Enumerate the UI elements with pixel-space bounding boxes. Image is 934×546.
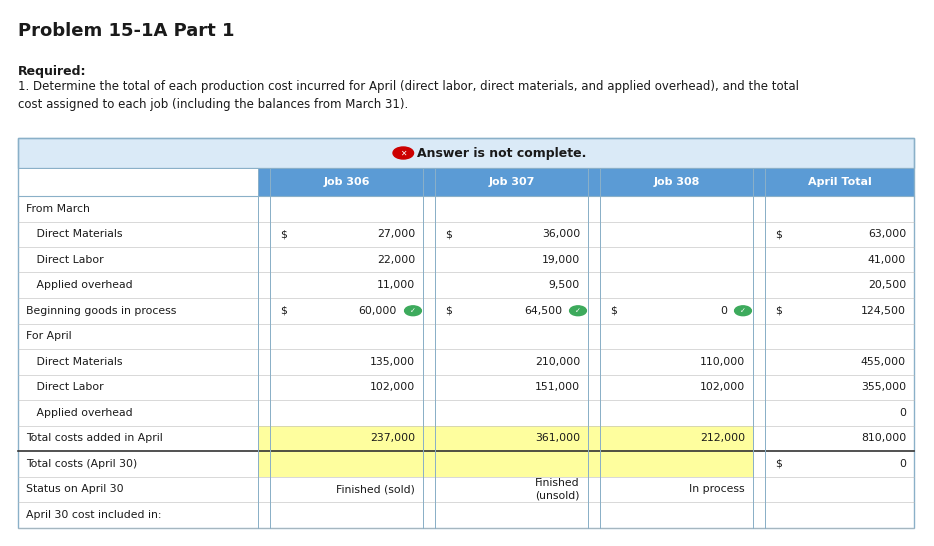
- Text: 455,000: 455,000: [861, 357, 906, 367]
- Text: Direct Materials: Direct Materials: [26, 229, 122, 239]
- Text: Direct Labor: Direct Labor: [26, 382, 104, 392]
- Text: 355,000: 355,000: [861, 382, 906, 392]
- Text: 9,500: 9,500: [549, 280, 580, 290]
- Text: ✓: ✓: [740, 308, 746, 314]
- Text: 11,000: 11,000: [376, 280, 415, 290]
- Text: Finished (sold): Finished (sold): [336, 484, 415, 494]
- Text: 0: 0: [899, 459, 906, 469]
- Text: Finished
(unsold): Finished (unsold): [535, 478, 580, 500]
- Text: $: $: [775, 306, 782, 316]
- Text: April 30 cost included in:: April 30 cost included in:: [26, 510, 162, 520]
- Text: Problem 15-1A Part 1: Problem 15-1A Part 1: [18, 22, 234, 40]
- Text: Job 307: Job 307: [488, 177, 534, 187]
- Text: ✓: ✓: [410, 308, 416, 314]
- Text: $: $: [280, 229, 287, 239]
- Text: 212,000: 212,000: [700, 433, 745, 443]
- Text: 361,000: 361,000: [535, 433, 580, 443]
- Text: 135,000: 135,000: [370, 357, 415, 367]
- Text: 64,500: 64,500: [524, 306, 562, 316]
- Text: 41,000: 41,000: [868, 255, 906, 265]
- Text: 102,000: 102,000: [370, 382, 415, 392]
- Text: 0: 0: [899, 408, 906, 418]
- Text: 151,000: 151,000: [535, 382, 580, 392]
- Text: Job 308: Job 308: [653, 177, 700, 187]
- Text: Job 306: Job 306: [323, 177, 370, 187]
- Text: 36,000: 36,000: [542, 229, 580, 239]
- Text: Direct Labor: Direct Labor: [26, 255, 104, 265]
- Text: $: $: [775, 459, 782, 469]
- Text: Applied overhead: Applied overhead: [26, 280, 133, 290]
- Text: 1. Determine the total of each production cost incurred for April (direct labor,: 1. Determine the total of each productio…: [18, 80, 799, 93]
- Text: 810,000: 810,000: [861, 433, 906, 443]
- Text: ✕: ✕: [400, 149, 406, 157]
- Text: $: $: [280, 306, 287, 316]
- Text: Beginning goods in process: Beginning goods in process: [26, 306, 177, 316]
- Text: 27,000: 27,000: [376, 229, 415, 239]
- Text: $: $: [445, 229, 452, 239]
- Text: 210,000: 210,000: [535, 357, 580, 367]
- Text: Required:: Required:: [18, 65, 87, 78]
- Text: 237,000: 237,000: [370, 433, 415, 443]
- Text: Total costs added in April: Total costs added in April: [26, 433, 163, 443]
- Text: 22,000: 22,000: [376, 255, 415, 265]
- Text: Total costs (April 30): Total costs (April 30): [26, 459, 137, 469]
- Text: 63,000: 63,000: [868, 229, 906, 239]
- Text: 20,500: 20,500: [868, 280, 906, 290]
- Text: $: $: [445, 306, 452, 316]
- Text: 0: 0: [720, 306, 727, 316]
- Text: ✓: ✓: [575, 308, 581, 314]
- Text: 19,000: 19,000: [542, 255, 580, 265]
- Text: Applied overhead: Applied overhead: [26, 408, 133, 418]
- Text: Direct Materials: Direct Materials: [26, 357, 122, 367]
- Text: From March: From March: [26, 204, 90, 213]
- Text: $: $: [775, 229, 782, 239]
- Text: April Total: April Total: [808, 177, 871, 187]
- Text: In process: In process: [689, 484, 745, 494]
- Text: 110,000: 110,000: [700, 357, 745, 367]
- Text: 60,000: 60,000: [359, 306, 397, 316]
- Text: $: $: [610, 306, 616, 316]
- Text: 124,500: 124,500: [861, 306, 906, 316]
- Text: Answer is not complete.: Answer is not complete.: [417, 146, 587, 159]
- Text: cost assigned to each job (including the balances from March 31).: cost assigned to each job (including the…: [18, 98, 408, 111]
- Text: Status on April 30: Status on April 30: [26, 484, 123, 494]
- Text: 102,000: 102,000: [700, 382, 745, 392]
- Text: For April: For April: [26, 331, 72, 341]
